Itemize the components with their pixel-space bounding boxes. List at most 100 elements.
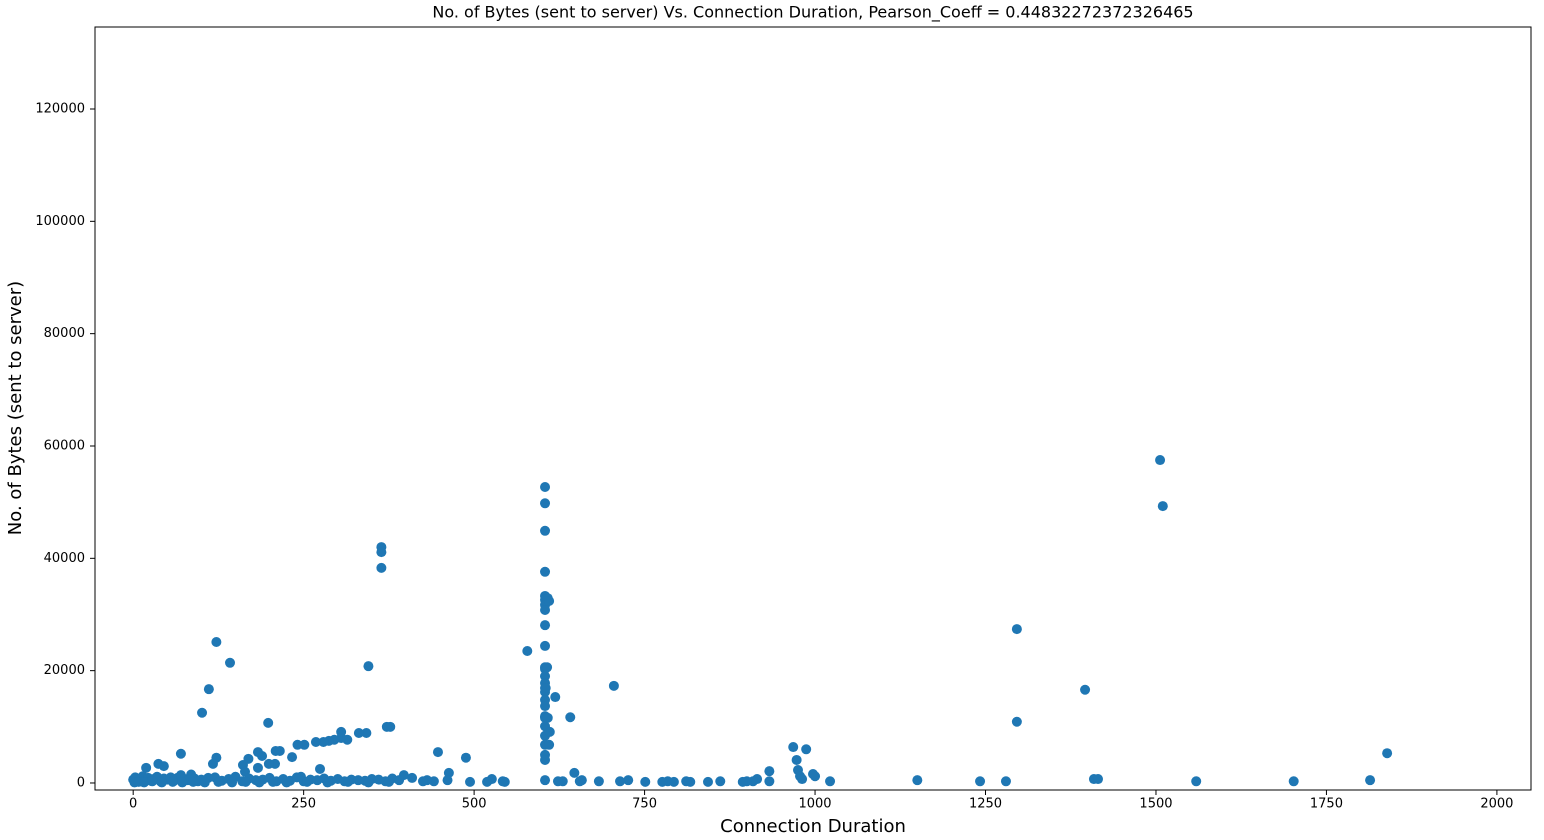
point: [788, 742, 799, 753]
point: [240, 776, 251, 787]
point: [361, 727, 372, 738]
point: [139, 777, 150, 788]
point: [540, 498, 551, 509]
x-tick-label: 1000: [798, 797, 831, 812]
y-axis-label: No. of Bytes (sent to server): [5, 281, 26, 535]
point: [615, 776, 626, 787]
point: [211, 637, 222, 648]
point: [544, 726, 555, 737]
point: [336, 726, 347, 737]
point: [1080, 684, 1091, 695]
point: [207, 758, 218, 769]
y-tick-label: 60000: [44, 438, 85, 453]
x-tick-label: 750: [632, 797, 657, 812]
point: [460, 752, 471, 763]
point: [482, 776, 493, 787]
point: [315, 763, 326, 774]
point: [156, 777, 167, 788]
point: [540, 525, 551, 536]
point: [975, 776, 986, 787]
point: [593, 776, 604, 787]
point: [363, 661, 374, 672]
point: [199, 777, 210, 788]
x-tick-label: 2000: [1480, 797, 1513, 812]
point: [540, 775, 551, 786]
point: [310, 736, 321, 747]
point: [540, 701, 551, 712]
point: [540, 620, 551, 631]
point: [1011, 624, 1022, 635]
point: [267, 776, 278, 787]
point: [544, 596, 555, 607]
x-tick-label: 500: [462, 797, 487, 812]
point: [764, 766, 775, 777]
point: [764, 776, 775, 787]
point: [522, 645, 533, 656]
point: [227, 777, 238, 788]
point: [540, 683, 551, 694]
plot-frame: [94, 26, 1532, 791]
point: [681, 776, 692, 787]
point: [417, 776, 428, 787]
point: [808, 768, 818, 779]
point: [342, 776, 353, 787]
point: [825, 776, 836, 787]
point: [188, 776, 199, 787]
point: [715, 776, 726, 787]
y-tick-label: 80000: [44, 326, 85, 341]
x-axis-label: Connection Duration: [720, 816, 906, 837]
point: [363, 777, 374, 788]
point: [801, 744, 812, 755]
y-tick-label: 20000: [44, 663, 85, 678]
point: [574, 776, 585, 787]
x-tick-label: 0: [129, 797, 137, 812]
point: [544, 739, 555, 750]
point: [540, 640, 551, 651]
point: [465, 776, 476, 787]
point: [540, 481, 551, 492]
point: [1155, 455, 1166, 466]
point: [702, 776, 713, 787]
point: [281, 777, 292, 788]
point: [322, 777, 333, 788]
point: [1011, 716, 1022, 727]
point: [1365, 775, 1376, 786]
point: [167, 776, 178, 787]
x-tick-label: 1750: [1310, 797, 1343, 812]
point: [225, 657, 236, 668]
point: [318, 736, 329, 747]
point: [797, 774, 808, 785]
point: [1191, 776, 1202, 787]
point: [552, 776, 563, 787]
point: [1288, 776, 1299, 787]
point: [623, 775, 634, 786]
point: [292, 739, 303, 750]
point: [287, 752, 298, 763]
chart-title: No. of Bytes (sent to server) Vs. Connec…: [432, 3, 1193, 23]
point: [376, 562, 387, 573]
point: [542, 712, 553, 723]
point: [912, 775, 923, 786]
point: [376, 547, 387, 558]
point: [175, 748, 186, 759]
x-tick-label: 1250: [969, 797, 1002, 812]
point: [540, 604, 551, 615]
y-tick-label: 40000: [44, 551, 85, 566]
point: [608, 680, 619, 691]
point: [252, 747, 263, 758]
x-tick-label: 1500: [1139, 797, 1172, 812]
point: [1093, 774, 1104, 785]
point: [177, 777, 188, 788]
y-tick-label: 0: [77, 775, 85, 790]
point: [540, 566, 551, 577]
point: [213, 776, 224, 787]
point: [497, 776, 508, 787]
point: [565, 712, 576, 723]
point: [442, 775, 453, 786]
point: [263, 717, 274, 728]
point: [791, 754, 802, 765]
point: [1382, 748, 1393, 759]
point: [147, 776, 158, 787]
